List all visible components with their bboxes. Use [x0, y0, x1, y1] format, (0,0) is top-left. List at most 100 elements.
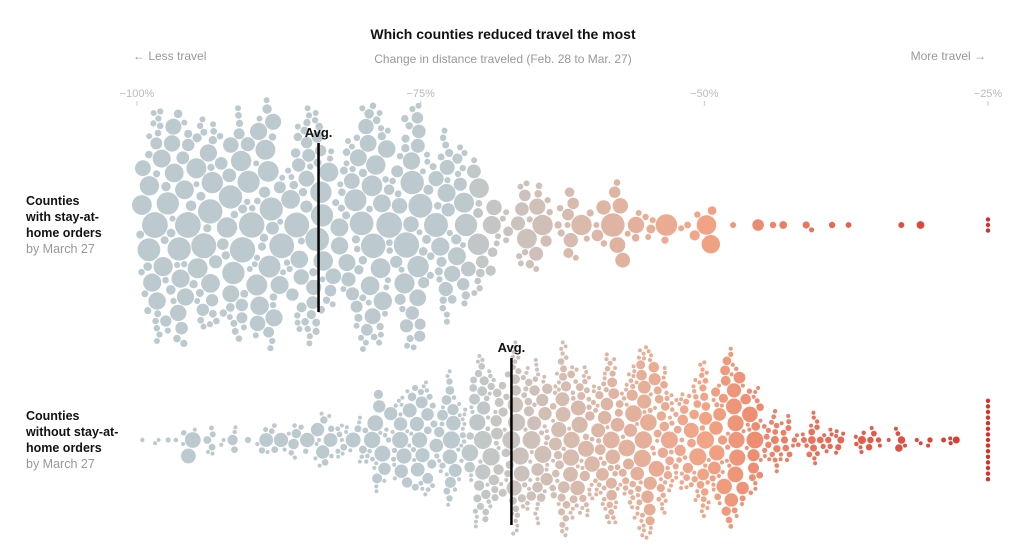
county-dot [669, 393, 674, 398]
county-dot [431, 237, 450, 256]
county-dot [822, 433, 827, 438]
county-dot [383, 184, 395, 196]
county-dot [267, 345, 274, 352]
county-dot [240, 289, 249, 298]
county-dot [560, 365, 567, 373]
county-dot [401, 477, 413, 488]
county-dot [600, 502, 605, 506]
county-dot [391, 447, 398, 454]
county-dot [173, 109, 183, 119]
county-dot [286, 288, 299, 301]
county-dot [482, 516, 489, 523]
county-dot [525, 378, 533, 387]
county-dot [445, 374, 450, 378]
county-dot [536, 493, 546, 502]
county-dot [386, 247, 394, 254]
county-dot [370, 258, 391, 279]
county-dot [279, 174, 286, 181]
county-dot [772, 409, 778, 414]
county-dot [405, 429, 410, 434]
county-dot [181, 261, 188, 268]
county-dot [280, 269, 287, 276]
county-dot [434, 267, 443, 276]
county-dot [635, 511, 640, 516]
county-dot [551, 458, 556, 463]
county-dot [399, 319, 414, 333]
county-dot [293, 269, 309, 285]
county-dot [765, 441, 772, 448]
county-dot [985, 443, 991, 448]
county-dot [362, 339, 369, 346]
county-dot [693, 498, 698, 502]
county-dot [174, 261, 181, 269]
county-dot [230, 150, 252, 172]
county-dot [679, 397, 684, 402]
county-dot [249, 315, 266, 332]
county-dot [635, 505, 640, 511]
county-dot [623, 458, 634, 470]
county-dot [373, 194, 391, 213]
county-dot [941, 437, 947, 443]
county-dot [201, 274, 220, 293]
county-dot [579, 470, 590, 482]
county-dot [597, 385, 602, 391]
county-dot [314, 442, 319, 446]
county-dot [729, 372, 734, 377]
county-dot [298, 424, 304, 430]
county-dot [615, 400, 624, 408]
county-dot [184, 129, 193, 138]
county-dot [551, 418, 556, 423]
county-dot [567, 370, 576, 379]
county-dot [680, 392, 685, 397]
county-dot [510, 385, 521, 396]
county-dot [529, 385, 540, 396]
county-dot [693, 394, 699, 400]
county-dot [358, 118, 374, 135]
county-dot [423, 184, 434, 195]
county-dot [802, 221, 810, 229]
county-dot [602, 496, 607, 502]
county-dot [985, 471, 991, 476]
county-dot [694, 211, 701, 218]
county-dot [556, 205, 564, 212]
county-dot [481, 489, 491, 500]
county-dot [268, 133, 277, 141]
county-dot [569, 495, 578, 504]
county-dot [150, 120, 157, 127]
county-dot [591, 229, 604, 242]
county-dot [378, 430, 383, 435]
county-dot [454, 170, 462, 177]
county-dot [457, 278, 470, 291]
county-dot [606, 489, 617, 501]
county-dot [570, 480, 585, 496]
county-dot [504, 371, 511, 378]
county-dot [587, 492, 592, 497]
county-dot [439, 159, 455, 175]
county-dot [729, 449, 746, 466]
county-dot [601, 381, 607, 387]
county-dot [439, 304, 447, 312]
county-dot [507, 397, 524, 413]
county-dot [157, 108, 164, 115]
county-dot [316, 445, 330, 459]
county-dot [707, 206, 717, 215]
county-dot [306, 310, 316, 320]
county-dot [353, 322, 360, 329]
county-dot [751, 422, 761, 431]
county-dot [294, 312, 301, 319]
county-dot [293, 132, 302, 142]
county-dot [808, 428, 816, 436]
county-dot [618, 468, 627, 477]
county-dot [725, 444, 731, 450]
county-dot [391, 198, 408, 214]
county-dot [584, 456, 600, 472]
county-dot [585, 513, 590, 518]
county-dot [609, 186, 621, 198]
county-dot [699, 411, 713, 425]
county-dot [514, 528, 519, 533]
county-dot [409, 289, 427, 307]
county-dot [636, 369, 647, 381]
county-dot [762, 454, 767, 458]
county-dot [533, 511, 538, 516]
county-dot [382, 432, 388, 438]
